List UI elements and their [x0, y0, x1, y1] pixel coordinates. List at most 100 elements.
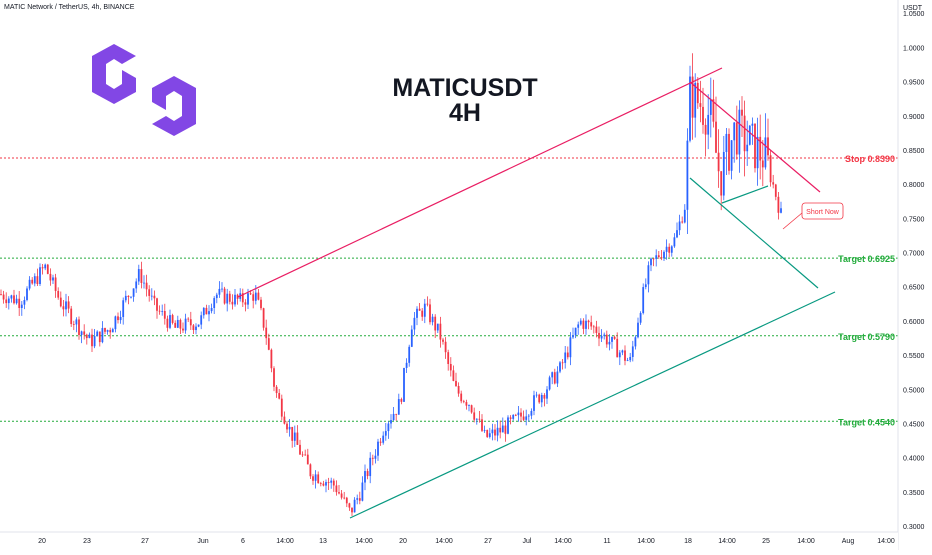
candle-body [270, 349, 273, 369]
candle-body [361, 482, 364, 501]
candle-body [301, 454, 304, 456]
candle-body [356, 498, 359, 500]
candle-body [2, 294, 5, 300]
candle-body [533, 395, 535, 411]
candle-body [127, 295, 130, 298]
candle-body [452, 370, 455, 381]
candle-body [761, 160, 764, 168]
candle-body [416, 308, 418, 318]
candle-body [330, 480, 333, 483]
candle-body [260, 299, 262, 309]
candle-body [564, 352, 567, 363]
candle-body [652, 258, 655, 260]
candle-body [249, 293, 252, 295]
candle-body [553, 372, 556, 384]
candle-body [741, 109, 743, 116]
candle-body [67, 301, 70, 309]
candle-body [288, 426, 291, 430]
candle-body [535, 394, 538, 396]
candle-body [257, 292, 260, 300]
candle-body [83, 331, 86, 335]
candle-body [470, 405, 473, 413]
candle-body [423, 303, 426, 317]
candle-body [670, 246, 673, 253]
candle-body [85, 334, 88, 339]
candle-body [377, 441, 379, 456]
y-tick-label: 0.5500 [903, 353, 925, 360]
x-tick-label: 14:00 [637, 538, 655, 545]
x-tick-label: 14:00 [276, 538, 294, 545]
candle-body [169, 315, 171, 328]
candle-body [247, 293, 249, 305]
candle-body [595, 326, 598, 333]
candle-body [483, 430, 486, 431]
candle-body [592, 326, 595, 328]
candle-body [65, 301, 67, 310]
title-line-1: MATICUSDT [392, 74, 538, 102]
candle-body [166, 318, 169, 328]
candle-body [626, 360, 629, 361]
candle-body [715, 121, 717, 153]
x-tick-label: 18 [684, 538, 692, 545]
candle-body [538, 394, 541, 403]
candle-body [59, 297, 62, 307]
symbol-header: MATIC Network / TetherUS, 4h, BINANCE [4, 4, 135, 11]
candle-body [465, 402, 468, 406]
candle-body [364, 471, 366, 483]
x-tick-label: 13 [319, 538, 327, 545]
candle-body [689, 76, 691, 141]
flag-support-line [721, 185, 769, 204]
candle-body [20, 304, 23, 309]
candle-body [696, 82, 699, 104]
candle-body [556, 371, 559, 384]
candle-body [496, 427, 499, 436]
y-tick-label: 0.7000 [903, 251, 925, 258]
candle-body [468, 405, 470, 406]
candle-body [395, 413, 398, 415]
candle-body [273, 368, 275, 387]
candle-body [577, 324, 580, 328]
candle-body [192, 325, 195, 331]
candle-body [642, 287, 645, 314]
candle-body [574, 327, 577, 336]
candle-body [699, 103, 702, 107]
candle-body [686, 140, 689, 210]
candle-body [748, 125, 751, 145]
candle-body [174, 322, 177, 328]
candle-body [291, 426, 294, 441]
x-tick-label: Jul [523, 538, 532, 545]
candle-body [231, 301, 234, 305]
candle-body [436, 323, 439, 331]
axis-currency: USDT [903, 5, 923, 12]
candle-body [709, 99, 712, 115]
candle-body [491, 429, 494, 434]
candle-body [369, 457, 372, 477]
candle-body [374, 455, 377, 459]
candle-body [426, 303, 429, 305]
candle-body [13, 295, 15, 304]
candle-body [397, 399, 400, 415]
candle-body [236, 294, 239, 299]
candle-body [572, 335, 574, 338]
candle-body [254, 292, 257, 301]
candle-body [644, 284, 647, 288]
logo-left-loop [92, 44, 136, 104]
price-axis-bg [898, 0, 932, 550]
candle-body [143, 282, 145, 284]
candle-body [197, 324, 200, 327]
x-tick-label: 11 [603, 538, 610, 545]
candle-body [590, 322, 593, 327]
candle-body [176, 319, 179, 328]
candle-body [611, 336, 613, 342]
candle-body [117, 316, 119, 321]
candle-body [522, 416, 525, 420]
x-tick-label: 6 [241, 538, 245, 545]
candle-body [7, 298, 10, 304]
candle-body [410, 329, 413, 347]
candle-body [0, 294, 2, 295]
candle-body [507, 417, 509, 434]
upper-channel-line [237, 67, 723, 298]
candle-body [104, 328, 106, 332]
